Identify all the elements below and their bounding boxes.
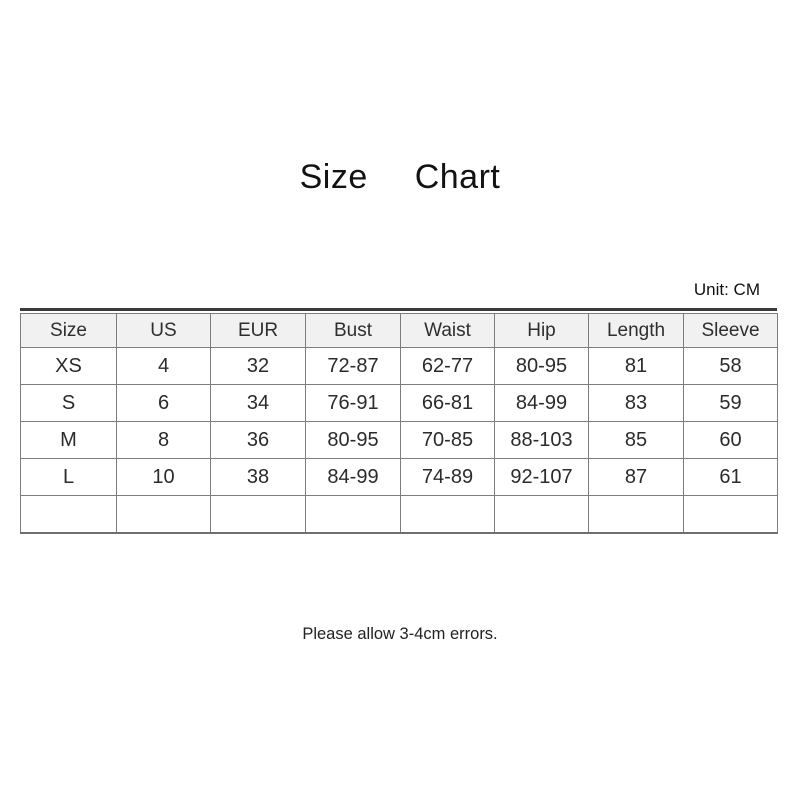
table-cell: 88-103 — [494, 421, 589, 459]
table-cell: 32 — [210, 347, 306, 385]
table-row-l: L 10 38 84-99 74-89 92-107 87 61 — [20, 458, 778, 496]
table-cell: 87 — [588, 458, 684, 496]
table-cell: 8 — [116, 421, 211, 459]
table-cell: S — [20, 384, 117, 422]
header-cell-us: US — [116, 313, 211, 348]
table-cell: M — [20, 421, 117, 459]
table-cell: 70-85 — [400, 421, 495, 459]
table-cell: L — [20, 458, 117, 496]
table-cell: 76-91 — [305, 384, 401, 422]
table-cell: 38 — [210, 458, 306, 496]
table-cell: 66-81 — [400, 384, 495, 422]
table-cell — [400, 495, 495, 534]
table-cell: 80-95 — [305, 421, 401, 459]
table-cell: 62-77 — [400, 347, 495, 385]
table-cell: 84-99 — [494, 384, 589, 422]
table-cell: 84-99 — [305, 458, 401, 496]
table-cell: 83 — [588, 384, 684, 422]
size-chart-title: Size Chart — [299, 158, 501, 196]
tolerance-note: Please allow 3-4cm errors. — [302, 625, 498, 643]
table-cell: 10 — [116, 458, 211, 496]
table-cell — [305, 495, 401, 534]
header-cell-bust: Bust — [305, 313, 401, 348]
table-row-empty — [20, 495, 778, 534]
table-cell — [588, 495, 684, 534]
table-cell — [210, 495, 306, 534]
table-cell: 81 — [588, 347, 684, 385]
header-cell-size: Size — [20, 313, 117, 348]
table-cell — [494, 495, 589, 534]
table-cell: XS — [20, 347, 117, 385]
table-cell: 92-107 — [494, 458, 589, 496]
header-cell-hip: Hip — [494, 313, 589, 348]
table-header-row: Size US EUR Bust Waist Hip Length Sleeve — [20, 313, 778, 348]
header-cell-length: Length — [588, 313, 684, 348]
table-cell: 80-95 — [494, 347, 589, 385]
table-cell: 59 — [683, 384, 778, 422]
size-table: Size US EUR Bust Waist Hip Length Sleeve… — [20, 313, 778, 534]
table-cell: 58 — [683, 347, 778, 385]
table-row-m: M 8 36 80-95 70-85 88-103 85 60 — [20, 421, 778, 459]
unit-label: Unit: CM — [693, 280, 760, 299]
table-cell: 85 — [588, 421, 684, 459]
table-cell: 34 — [210, 384, 306, 422]
table-cell — [20, 495, 117, 534]
table-cell: 4 — [116, 347, 211, 385]
table-row-s: S 6 34 76-91 66-81 84-99 83 59 — [20, 384, 778, 422]
table-cell: 6 — [116, 384, 211, 422]
table-cell: 74-89 — [400, 458, 495, 496]
table-cell: 61 — [683, 458, 778, 496]
table-cell: 60 — [683, 421, 778, 459]
header-cell-waist: Waist — [400, 313, 495, 348]
header-cell-eur: EUR — [210, 313, 306, 348]
table-cell: 72-87 — [305, 347, 401, 385]
header-cell-sleeve: Sleeve — [683, 313, 778, 348]
table-row-xs: XS 4 32 72-87 62-77 80-95 81 58 — [20, 347, 778, 385]
size-table-container: Size US EUR Bust Waist Hip Length Sleeve… — [20, 308, 778, 534]
table-cell — [116, 495, 211, 534]
table-cell: 36 — [210, 421, 306, 459]
table-cell — [683, 495, 778, 534]
